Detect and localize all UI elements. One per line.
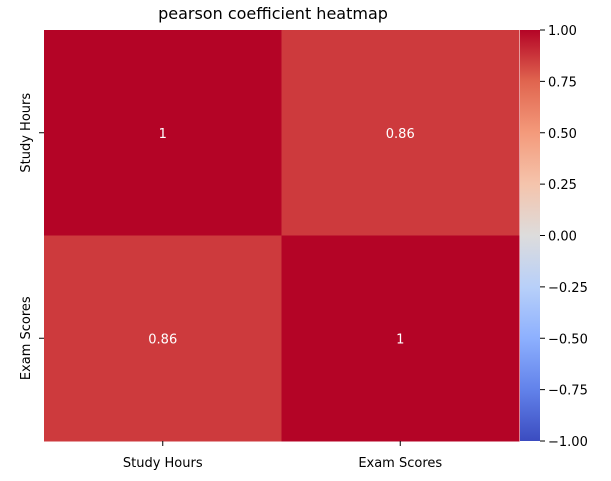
x-tick-label: Exam Scores	[358, 456, 442, 471]
colorbar-tick-label: −0.25	[548, 281, 588, 296]
heatmap-cells	[44, 30, 520, 442]
colorbar-tick-label: −0.50	[548, 332, 588, 347]
heatmap-cell-label: 0.86	[148, 332, 177, 347]
heatmap-cell	[281, 235, 520, 442]
heatmap-cell	[44, 30, 282, 236]
colorbar-tick-label: 0.50	[548, 127, 577, 142]
y-tick-label: Exam Scores	[19, 296, 34, 380]
x-tick-label: Study Hours	[123, 456, 203, 471]
heatmap-cell-label: 1	[159, 127, 167, 142]
y-axis-ticks: Study Hours Exam Scores	[19, 93, 44, 380]
chart-title: pearson coefficient heatmap	[158, 4, 388, 23]
x-axis-ticks: Study Hours Exam Scores	[123, 441, 442, 471]
heatmap-cell-labels: 1 0.86 0.86 1	[148, 127, 414, 348]
y-tick-label: Study Hours	[19, 93, 34, 173]
heatmap-cell	[281, 30, 520, 236]
heatmap-cell-label: 1	[396, 332, 404, 347]
heatmap-cell	[44, 235, 282, 442]
colorbar-tick-label: 0.00	[548, 230, 577, 245]
colorbar-tick-label: 1.00	[548, 24, 577, 39]
colorbar-tick-label: −0.75	[548, 384, 588, 399]
colorbar	[520, 30, 540, 441]
colorbar-tick-label: 0.75	[548, 75, 577, 90]
colorbar-ticks: 1.00 0.75 0.50 0.25 0.00 −0.25 −0.50 −0.75 −1.00	[540, 24, 588, 450]
colorbar-tick-label: 0.25	[548, 178, 577, 193]
colorbar-tick-label: −1.00	[548, 435, 588, 450]
heatmap-cell-label: 0.86	[386, 127, 415, 142]
